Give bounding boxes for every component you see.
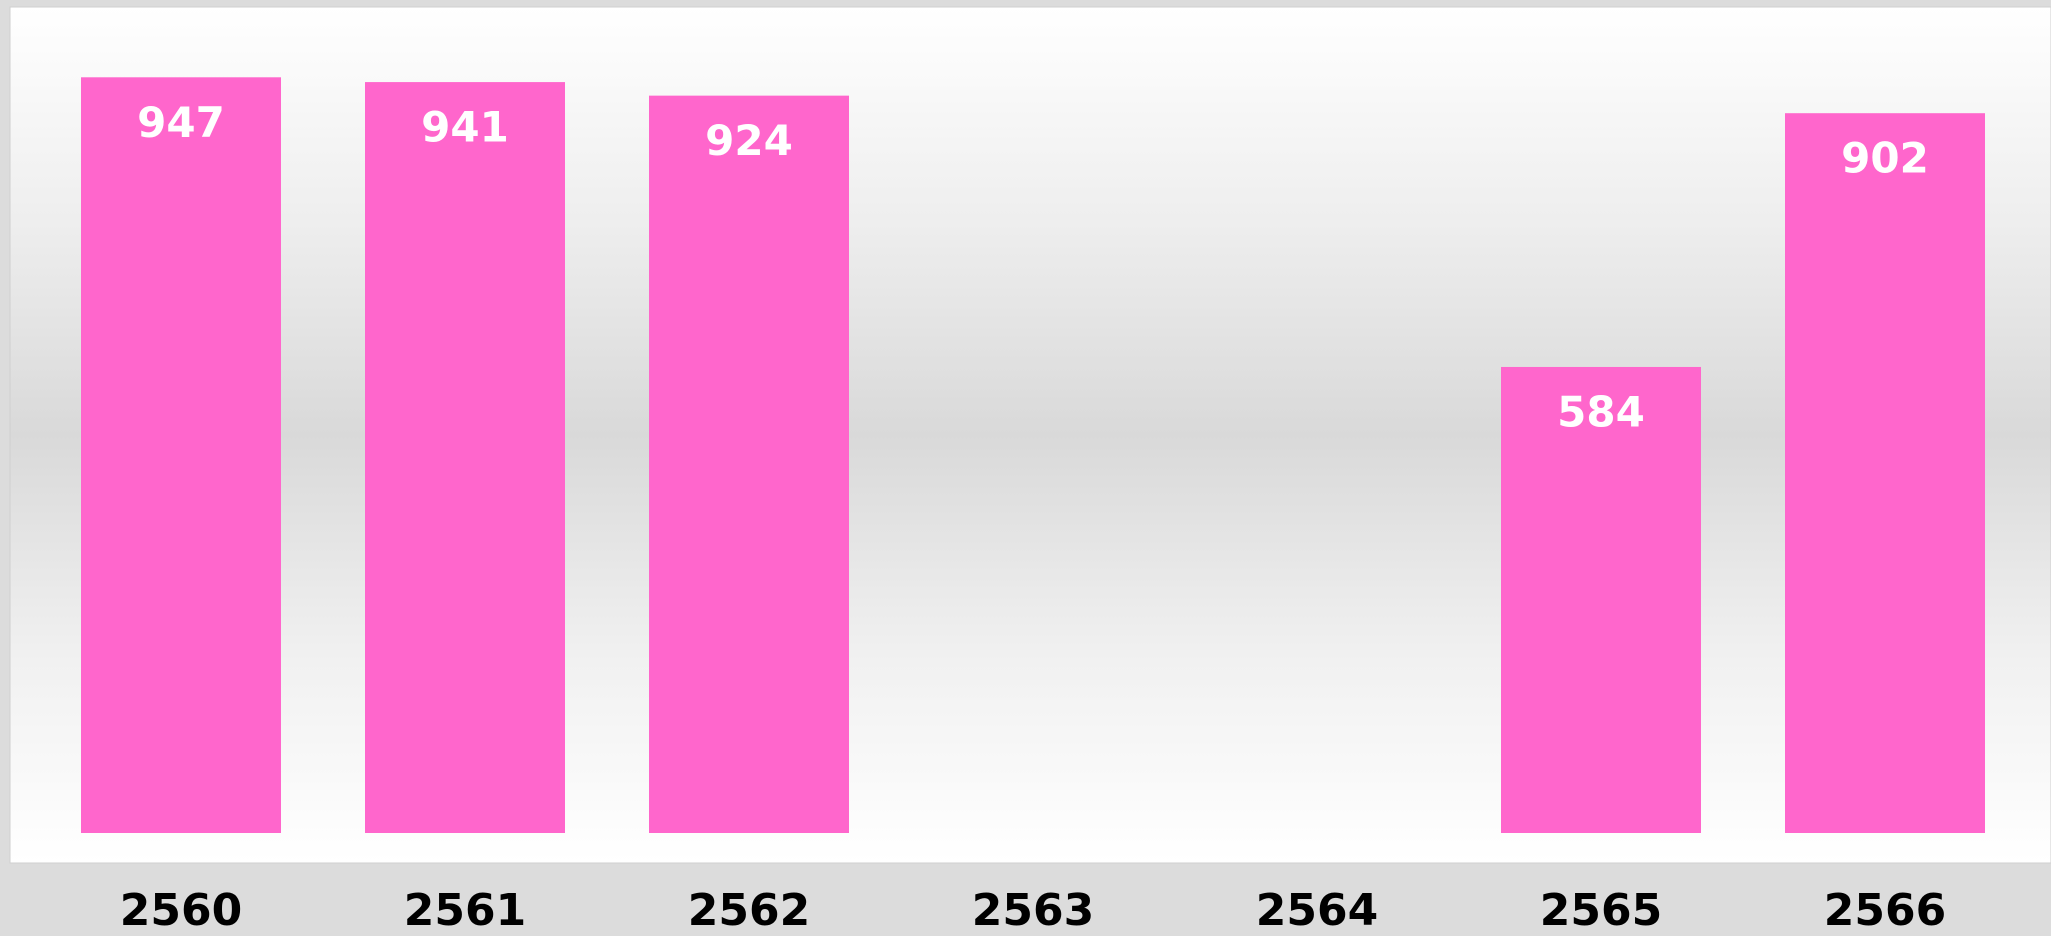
x-tick-label: 2565 (1540, 885, 1662, 936)
value-label: 924 (705, 116, 793, 165)
x-tick-label: 2560 (120, 885, 242, 936)
value-label: 584 (1557, 387, 1645, 436)
x-tick-label: 2563 (972, 885, 1094, 936)
bar (1501, 366, 1701, 833)
value-label: 941 (421, 103, 509, 152)
x-tick-label: 2566 (1824, 885, 1946, 936)
value-label: 902 (1841, 134, 1929, 183)
x-tick-label: 2561 (404, 885, 526, 936)
bar (649, 95, 849, 833)
bar (1785, 113, 1985, 834)
x-tick-label: 2562 (688, 885, 810, 936)
value-label: 947 (137, 98, 225, 147)
plot-area (9, 6, 2051, 864)
x-tick-label: 2564 (1256, 885, 1378, 936)
bar (81, 77, 281, 833)
bar (365, 82, 565, 833)
